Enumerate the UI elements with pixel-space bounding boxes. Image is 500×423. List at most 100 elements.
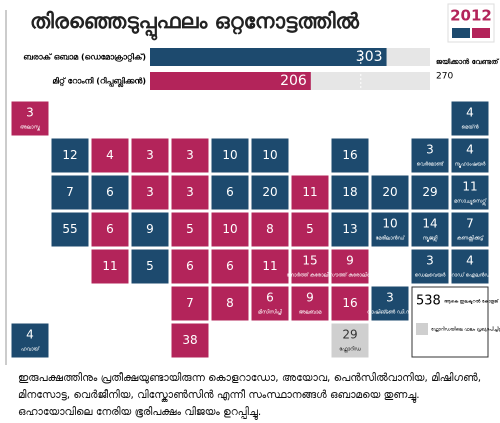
state-votes: 9	[346, 254, 354, 268]
state-votes: 10	[382, 217, 397, 231]
state-votes: 6	[226, 259, 234, 273]
state	[330, 285, 370, 322]
state	[450, 248, 490, 285]
state-votes: 6	[106, 185, 114, 199]
state-votes: 3	[146, 185, 154, 199]
state	[210, 174, 250, 211]
state	[210, 248, 250, 285]
state-votes: 20	[262, 185, 277, 199]
title: തിരഞ്ഞെടുപ്പുഫലം ഒറ്റനോട്ടത്തിൽ	[30, 9, 360, 41]
state	[250, 248, 290, 285]
state	[90, 174, 130, 211]
state	[130, 137, 170, 174]
state-votes: 6	[226, 185, 234, 199]
state-votes: 4	[466, 143, 474, 157]
state	[50, 137, 90, 174]
state-votes: 18	[342, 185, 357, 199]
state-votes: 4	[106, 148, 114, 162]
state	[290, 285, 330, 322]
state-votes: 3	[386, 291, 394, 305]
state-votes: 11	[102, 259, 117, 273]
state-votes: 14	[422, 217, 437, 231]
candidate-name: മിറ്റ് റോംനി (റിപ്പബ്ലിക്കൻ)	[52, 76, 146, 88]
state	[250, 211, 290, 248]
state-name: വെർമോണ്ട്	[416, 162, 445, 168]
state	[330, 137, 370, 174]
state-votes: 8	[226, 296, 234, 310]
state-name: ഹവായ്	[21, 347, 41, 353]
state	[130, 248, 170, 285]
state-votes: 29	[342, 328, 357, 342]
legend-total-label: ആകെ ഇലക്ടറൽ കോളജ് വോട്ടുകൾ	[444, 299, 500, 306]
state-votes: 4	[466, 106, 474, 120]
state	[130, 211, 170, 248]
state-votes: 15	[302, 254, 317, 268]
state-votes: 16	[342, 296, 357, 310]
state	[210, 137, 250, 174]
state	[410, 137, 450, 174]
state-votes: 16	[342, 148, 357, 162]
state-name: ന്യൂഹാംഷയർ	[455, 162, 486, 169]
state-votes: 11	[262, 259, 277, 273]
state	[330, 174, 370, 211]
state	[50, 211, 90, 248]
state-name: ഫ്ലോറിഡ	[339, 346, 361, 354]
state-votes: 4	[466, 254, 474, 268]
state-name: മിസിസിപ്പി	[258, 309, 283, 317]
graphic: തിരഞ്ഞെടുപ്പുഫലം ഒറ്റനോട്ടത്തിൽ 2012 ബരാ…	[5, 3, 500, 365]
state	[170, 211, 210, 248]
state	[410, 174, 450, 211]
state-votes: 8	[266, 222, 274, 236]
state-votes: 10	[262, 148, 277, 162]
state-name: അലബാമ	[299, 310, 323, 316]
state-votes: 3	[186, 185, 194, 199]
logo-icon	[452, 28, 470, 38]
legend-swatch	[416, 323, 428, 335]
bar	[150, 72, 311, 90]
state	[10, 322, 50, 359]
state	[410, 248, 450, 285]
state-name: മേരിലാൻഡ്	[376, 235, 407, 242]
state	[450, 100, 490, 137]
state-votes: 10	[222, 222, 237, 236]
state	[250, 174, 290, 211]
state-votes: 13	[342, 222, 357, 236]
state-votes: 5	[146, 259, 154, 273]
state-votes: 38	[182, 333, 197, 347]
state-votes: 3	[426, 143, 434, 157]
state-votes: 3	[186, 148, 194, 162]
state-votes: 12	[62, 148, 77, 162]
state	[130, 174, 170, 211]
state-name: റോഡ് ഐലൻഡ്	[449, 273, 493, 279]
state	[290, 248, 330, 285]
state-name: ഡെലവെയർ	[415, 273, 446, 279]
state-name: ന്യൂജഴ്സി	[423, 235, 439, 243]
state-votes: 11	[462, 180, 477, 194]
legend-total: 538	[416, 294, 441, 309]
state	[290, 174, 330, 211]
state-votes: 20	[382, 185, 397, 199]
state-votes: 7	[466, 217, 474, 231]
state-votes: 7	[186, 296, 194, 310]
logo: 2012	[450, 7, 492, 25]
state-votes: 5	[186, 222, 194, 236]
state-votes: 6	[106, 222, 114, 236]
legend-pending-label: ഫ്ലോറിഡയിലെ ഫലം പ്രഖ്യാപിച്ചിട്ടില്ല	[431, 327, 500, 334]
state	[330, 211, 370, 248]
state	[170, 285, 210, 322]
state-name: സൗത്ത് കരോലിന	[328, 272, 372, 279]
state-name: നോർത്ത് കരോലിന	[287, 272, 334, 279]
state	[90, 248, 130, 285]
state-votes: 3	[26, 106, 34, 120]
state	[450, 137, 490, 174]
bar-value: 206	[280, 73, 307, 89]
state	[170, 137, 210, 174]
state-name: കണക്റ്റിക്കട്ട്	[457, 235, 485, 243]
logo-icon	[472, 28, 490, 38]
state-votes: 9	[306, 291, 314, 305]
state	[250, 285, 290, 322]
state	[290, 211, 330, 248]
state	[210, 211, 250, 248]
state	[90, 211, 130, 248]
state	[10, 100, 50, 137]
